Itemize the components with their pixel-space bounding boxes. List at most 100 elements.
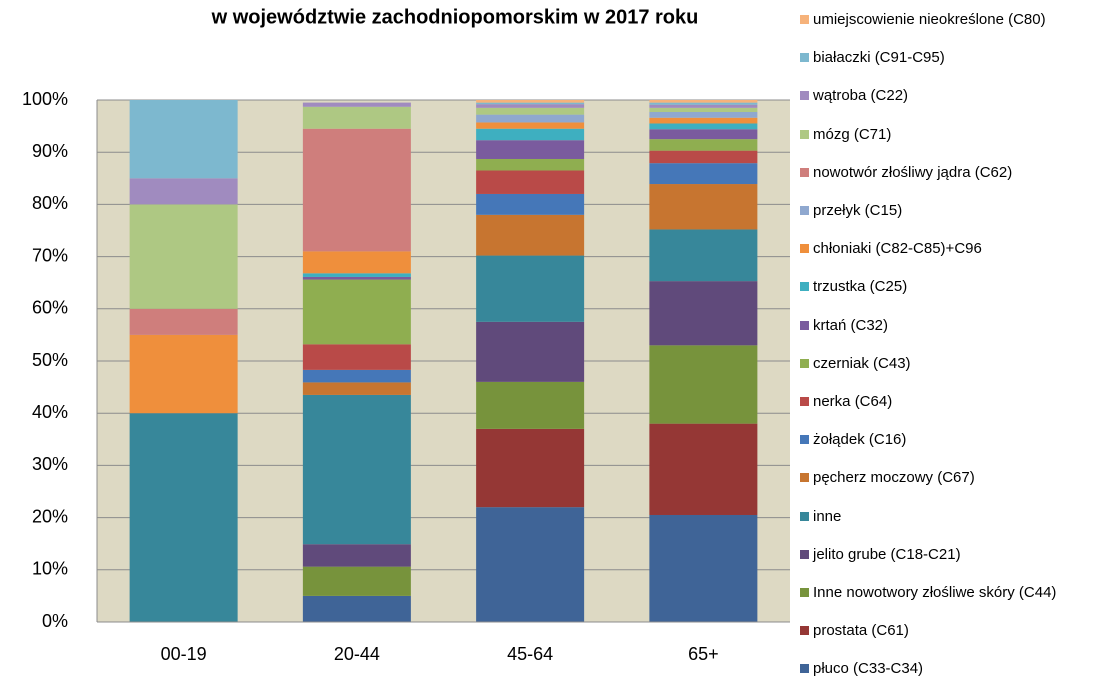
y-tick-label: 90% bbox=[32, 141, 68, 161]
bar-segment bbox=[302, 595, 411, 622]
bar-segment bbox=[649, 100, 758, 103]
bar-segment bbox=[649, 345, 758, 424]
legend-label: umiejscowienie nieokreślone (C80) bbox=[813, 11, 1046, 28]
bar-segment bbox=[129, 308, 238, 335]
legend-swatch bbox=[800, 588, 809, 597]
bar-segment bbox=[649, 281, 758, 346]
bar-segment bbox=[129, 413, 238, 622]
legend-label: nowotwór złośliwy jądra (C62) bbox=[813, 163, 1013, 181]
bar-segment bbox=[476, 255, 585, 322]
bar-segment bbox=[476, 158, 585, 171]
bar-segment bbox=[476, 507, 585, 622]
bar-segment bbox=[476, 428, 585, 508]
legend-label: krtań (C32) bbox=[813, 316, 889, 334]
legend-swatch bbox=[800, 397, 809, 406]
bar-segment bbox=[302, 279, 411, 345]
legend-label: mózg (C71) bbox=[813, 125, 892, 143]
bar-segment bbox=[129, 100, 238, 179]
legend-item: płuco (C33-C34) bbox=[800, 661, 1096, 676]
bar-segment bbox=[302, 102, 411, 107]
bar-segment bbox=[476, 128, 585, 141]
bar-segment bbox=[649, 107, 758, 113]
legend-swatch bbox=[800, 664, 809, 674]
legend-item: nowotwór złośliwy jądra (C62) bbox=[800, 165, 1096, 180]
legend-swatch bbox=[800, 626, 809, 636]
legend-item: chłoniaki (C82-C85)+C96 bbox=[800, 241, 1096, 256]
bar-segment bbox=[649, 229, 758, 282]
legend-swatch bbox=[800, 15, 809, 24]
bar-segment bbox=[649, 139, 758, 151]
bar-segment bbox=[129, 178, 238, 205]
legend-label: pęcherz moczowy (C67) bbox=[813, 469, 975, 487]
legend-label: wątroba (C22) bbox=[813, 87, 909, 105]
bar-segment bbox=[476, 214, 585, 256]
bar-segment bbox=[302, 566, 411, 596]
legend-swatch bbox=[800, 167, 809, 177]
bar-segment bbox=[476, 381, 585, 429]
bar-segment bbox=[649, 117, 758, 124]
legend-swatch bbox=[800, 549, 809, 559]
chart-title: w województwie zachodniopomorskim w 2017… bbox=[211, 6, 699, 28]
bar-segment bbox=[649, 184, 758, 230]
x-tick-label: 65+ bbox=[688, 644, 719, 664]
legend-item: inne bbox=[800, 509, 1096, 524]
bar-segment bbox=[649, 150, 758, 164]
legend-swatch bbox=[800, 53, 809, 63]
legend-item: nerka (C64) bbox=[800, 394, 1096, 409]
bar-segment bbox=[649, 514, 758, 622]
x-tick-label: 00-19 bbox=[161, 644, 207, 664]
bar-segment bbox=[129, 204, 238, 309]
legend-item: pęcherz moczowy (C67) bbox=[800, 470, 1096, 485]
y-tick-label: 70% bbox=[32, 245, 68, 265]
bar-segment bbox=[302, 273, 411, 277]
legend-label: przełyk (C15) bbox=[813, 202, 903, 219]
legend-label: inne bbox=[813, 507, 842, 525]
legend-label: trzustka (C25) bbox=[813, 278, 908, 296]
legend-item: krtań (C32) bbox=[800, 318, 1096, 333]
legend-swatch bbox=[800, 358, 809, 368]
bar-segment bbox=[476, 321, 585, 382]
legend-label: nerka (C64) bbox=[813, 393, 893, 410]
legend-item: Inne nowotwory złośliwe skóry (C44) bbox=[800, 585, 1096, 600]
bar-segment bbox=[302, 344, 411, 370]
y-tick-label: 40% bbox=[32, 402, 68, 422]
bar-segment bbox=[476, 107, 585, 115]
legend-swatch bbox=[800, 206, 809, 215]
bar-segment bbox=[649, 102, 758, 105]
legend-label: czerniak (C43) bbox=[813, 354, 911, 372]
y-tick-label: 30% bbox=[32, 454, 68, 474]
bar-segment bbox=[476, 122, 585, 129]
legend-label: żołądek (C16) bbox=[813, 431, 907, 449]
legend-item: trzustka (C25) bbox=[800, 279, 1096, 294]
y-tick-label: 0% bbox=[42, 611, 68, 631]
legend-label: prostata (C61) bbox=[813, 622, 909, 640]
legend-label: płuco (C33-C34) bbox=[813, 660, 924, 678]
bar-segment bbox=[476, 193, 585, 215]
y-tick-label: 60% bbox=[32, 298, 68, 318]
bar-segment bbox=[649, 423, 758, 515]
bar-segment bbox=[649, 112, 758, 118]
bar-segment bbox=[476, 104, 585, 108]
legend-label: jelito grube (C18-C21) bbox=[813, 545, 961, 563]
bar-segment bbox=[302, 394, 411, 545]
legend-swatch bbox=[800, 473, 809, 483]
bar-segment bbox=[649, 123, 758, 130]
bar-segment bbox=[302, 128, 411, 252]
bar-segment bbox=[476, 140, 585, 159]
legend-swatch bbox=[800, 129, 809, 139]
bar-segment bbox=[302, 369, 411, 383]
bar-segment bbox=[476, 100, 585, 103]
legend-swatch bbox=[800, 320, 809, 330]
legend-swatch bbox=[800, 435, 809, 445]
legend-swatch bbox=[800, 511, 809, 521]
bar-segment bbox=[649, 163, 758, 185]
legend-item: jelito grube (C18-C21) bbox=[800, 547, 1096, 562]
bar-segment bbox=[649, 104, 758, 108]
bar-segment bbox=[302, 251, 411, 274]
x-tick-label: 20-44 bbox=[334, 644, 380, 664]
legend-item: wątroba (C22) bbox=[800, 88, 1096, 103]
bar-segment bbox=[302, 382, 411, 395]
bar-segment bbox=[302, 106, 411, 129]
